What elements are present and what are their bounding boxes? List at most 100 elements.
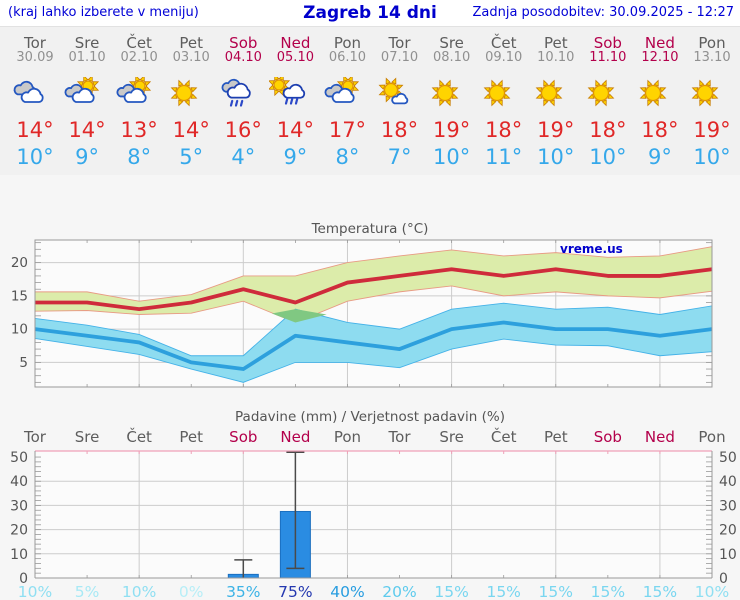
precipitation-probability: 10% — [121, 583, 157, 600]
rain-icon — [221, 78, 252, 107]
max-temperature: 19° — [537, 118, 575, 142]
max-temperature: 18° — [641, 118, 679, 142]
prec-day-label: Sre — [74, 428, 100, 446]
day-date: 05.10 — [276, 50, 314, 65]
day-column-pon-06.10[interactable]: Pon 06.10 17° 8° — [321, 35, 373, 168]
prec-y-tick-label-right: 30 — [719, 498, 737, 514]
min-temperature: 8° — [127, 145, 152, 169]
min-temperature: 9° — [647, 145, 672, 169]
day-date: 04.10 — [224, 50, 262, 65]
precipitation-probability: 20% — [382, 583, 417, 600]
day-column-čet-02.10[interactable]: Čet 02.10 13° 8° — [113, 35, 165, 168]
prec-day-label: Pon — [698, 428, 726, 446]
precipitation-probability: 10% — [17, 583, 53, 600]
precipitation-probability: 15% — [538, 583, 573, 600]
day-name: Tor — [388, 34, 411, 52]
min-temperature: 10° — [589, 145, 627, 169]
min-temperature: 5° — [179, 145, 204, 169]
prec-y-tick-label-left: 50 — [10, 450, 28, 466]
temp-plot: 5 10 15 20 — [11, 239, 713, 388]
day-name: Čet — [490, 34, 517, 52]
day-name: Pet — [179, 34, 204, 52]
day-column-sob-04.10[interactable]: Sob 04.10 16° 4° — [217, 35, 269, 168]
day-column-sre-08.10[interactable]: Sre 08.10 19° 10° — [426, 35, 478, 168]
day-column-ned-05.10[interactable]: Ned 05.10 14° 9° — [269, 35, 321, 168]
day-date: 08.10 — [433, 50, 471, 65]
precipitation-probability: 10% — [694, 583, 730, 600]
day-name: Sob — [229, 34, 258, 52]
mostlysunny-icon — [378, 77, 408, 105]
day-column-pon-13.10[interactable]: Pon 13.10 19° 10° — [686, 35, 738, 168]
sunny-icon — [535, 79, 563, 107]
watermark-link[interactable]: vreme.us — [560, 242, 623, 256]
prec-y-tick-label-left: 20 — [10, 523, 28, 539]
min-temperature: 8° — [335, 145, 360, 169]
day-name: Sob — [593, 34, 622, 52]
precipitation-probability: 15% — [642, 583, 678, 600]
day-column-pet-10.10[interactable]: Pet 10.10 19° 10° — [530, 35, 582, 168]
menu-hint-text: (kraj lahko izberete v meniju) — [8, 5, 199, 20]
max-temperature: 14° — [172, 118, 210, 142]
prec-y-tick-label-right: 20 — [719, 523, 737, 539]
partly-icon — [64, 77, 100, 103]
day-date: 12.10 — [641, 50, 679, 65]
max-temperature-line — [35, 267, 713, 312]
max-temperature: 18° — [380, 118, 419, 142]
day-column-pet-03.10[interactable]: Pet 03.10 14° 5° — [165, 35, 217, 168]
prec-y-tick-label-left: 40 — [10, 474, 28, 490]
max-temperature: 16° — [224, 118, 262, 142]
min-temperature: 11° — [485, 145, 523, 169]
day-column-sob-11.10[interactable]: Sob 11.10 18° 10° — [582, 35, 634, 168]
min-temperature-line — [34, 320, 713, 371]
temp-y-tick-label: 5 — [19, 355, 28, 371]
day-date: 03.10 — [172, 50, 210, 65]
temperature-chart-title: Temperatura (°C) — [311, 221, 429, 237]
prec-day-label: Tor — [388, 428, 411, 446]
day-column-ned-12.10[interactable]: Ned 12.10 18° 9° — [634, 35, 686, 168]
day-date: 09.10 — [485, 50, 523, 65]
prec-day-label: Sre — [439, 428, 464, 446]
sunny-icon — [483, 79, 511, 107]
prec-day-label: Sob — [229, 428, 258, 446]
precipitation-probability: 0% — [178, 583, 204, 600]
day-column-sre-01.10[interactable]: Sre 01.10 14° 9° — [61, 35, 113, 168]
max-temperature: 18° — [485, 118, 523, 142]
day-date: 10.10 — [537, 50, 575, 65]
day-date: 11.10 — [589, 50, 627, 65]
min-temperature: 10° — [432, 145, 471, 169]
sunny-icon — [170, 79, 198, 107]
day-date: 01.10 — [68, 50, 106, 65]
max-temperature: 14° — [276, 118, 314, 142]
day-name: Tor — [24, 34, 46, 52]
band-overlap-region — [271, 309, 327, 323]
partly-icon — [324, 77, 360, 103]
prec-y-tick-label-right: 50 — [719, 450, 737, 466]
day-name: Ned — [644, 34, 675, 52]
day-column-tor-07.10[interactable]: Tor 07.10 18° 7° — [374, 35, 426, 168]
min-temperature: 10° — [693, 145, 731, 169]
day-column-čet-09.10[interactable]: Čet 09.10 18° 11° — [478, 35, 530, 168]
min-temperature: 10° — [16, 145, 54, 169]
prec-day-label: Čet — [490, 428, 517, 446]
prec-day-label: Tor — [24, 428, 46, 446]
precipitation-probability: 15% — [434, 583, 469, 600]
max-temperature: 19° — [432, 118, 471, 142]
prec-day-label: Sob — [593, 428, 622, 446]
page-title: Zagreb 14 dni — [303, 3, 437, 23]
day-column-tor-30.09[interactable]: Tor 30.09 14° 10° — [9, 35, 61, 168]
precipitation-probability: 15% — [590, 583, 626, 600]
sunrain-icon — [269, 77, 306, 105]
prec-y-tick-label-right: 40 — [719, 474, 737, 490]
max-temperature: 13° — [120, 118, 158, 142]
min-temperature: 9° — [75, 145, 99, 169]
min-temperature: 10° — [537, 145, 575, 169]
temp-y-tick-label: 20 — [11, 255, 28, 271]
sunny-icon — [639, 79, 667, 107]
day-date: 13.10 — [693, 50, 731, 65]
prec-day-label: Pet — [179, 428, 204, 446]
max-temperature: 18° — [589, 118, 627, 142]
sunny-icon — [587, 79, 615, 107]
min-temperature: 4° — [231, 145, 256, 169]
